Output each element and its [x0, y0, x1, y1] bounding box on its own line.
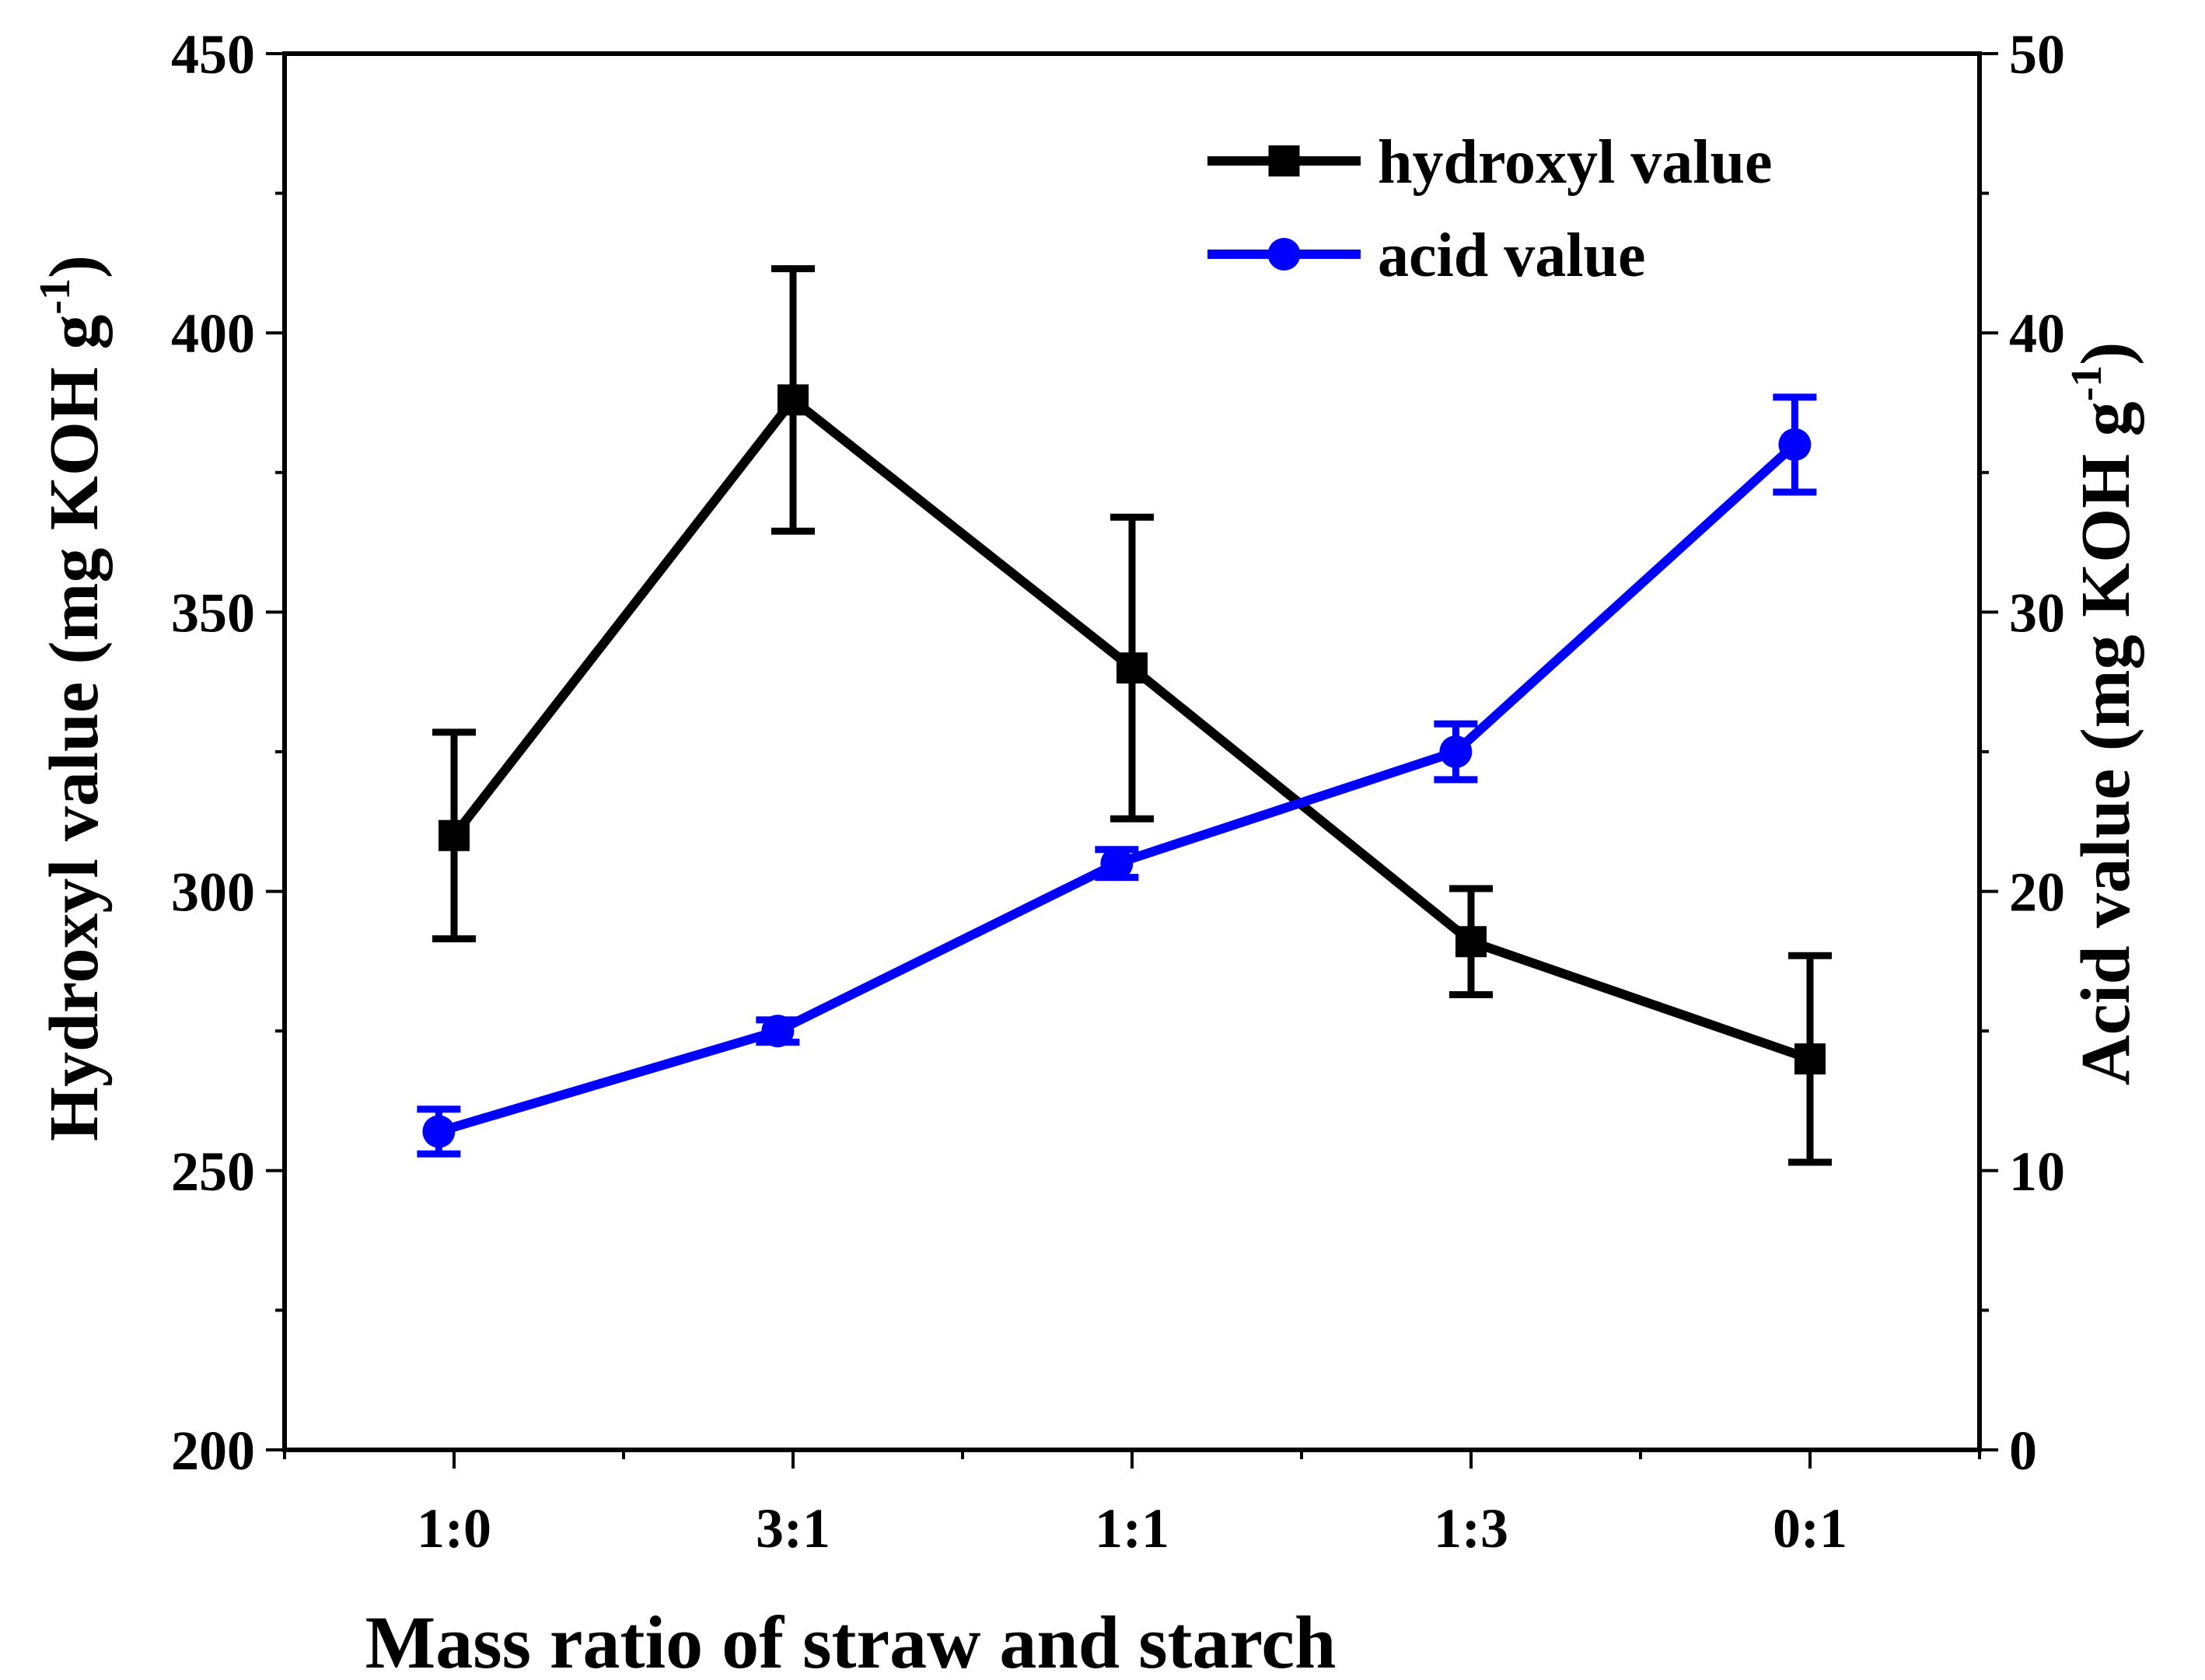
y-right-label-main: Acid value (mg KOH g — [2067, 401, 2144, 1085]
legend-label: hydroxyl value — [1378, 128, 1773, 197]
y-left-label-sup: -1 — [31, 278, 79, 315]
y-left-label-end: ) — [36, 255, 113, 278]
x-tick-label: 1:3 — [1434, 1497, 1508, 1560]
tick-labels: 1:0 3:1 1:1 1:3 0:1 200 250 300 350 400 450 0 10 20 30… — [171, 23, 2065, 1560]
legend-marker-square — [1268, 145, 1300, 176]
y-left-tick-label: 400 — [171, 302, 255, 365]
y-right-label-sup: -1 — [2063, 365, 2111, 402]
series-layer — [417, 265, 1832, 1166]
y-right-axis-label: Acid value (mg KOH g-1) — [2063, 342, 2144, 1086]
y-left-tick-label: 300 — [171, 861, 255, 924]
data-point-square — [1794, 1043, 1826, 1075]
y-right-tick-label: 40 — [2009, 302, 2065, 365]
y-right-label-end: ) — [2067, 342, 2144, 365]
data-point-square — [1455, 926, 1487, 958]
data-point-square — [439, 819, 470, 851]
y-right-tick-label: 30 — [2009, 582, 2065, 644]
y-right-tick-label: 50 — [2009, 23, 2065, 86]
data-point-circle — [1439, 735, 1473, 768]
plot-frame — [282, 51, 1982, 1452]
y-right-tick-label: 10 — [2009, 1140, 2065, 1203]
y-left-tick-label: 250 — [171, 1140, 255, 1203]
series-hydroxyl-value — [432, 265, 1832, 1166]
y-left-label-main: Hydroxyl value (mg KOH g — [36, 315, 113, 1141]
data-point-square — [778, 384, 809, 416]
series-acid-value — [417, 393, 1817, 1158]
y-left-tick-label: 450 — [171, 23, 255, 86]
x-tick-label: 1:1 — [1095, 1497, 1169, 1560]
data-point-circle — [422, 1115, 456, 1148]
legend-label: acid value — [1378, 222, 1645, 290]
series-line — [437, 441, 1798, 1137]
x-axis-label: Mass ratio of straw and starch — [365, 1601, 1337, 1680]
data-point-circle — [1778, 428, 1812, 461]
legend-marker-circle — [1267, 238, 1301, 271]
legend: hydroxyl value acid value — [1207, 128, 1773, 290]
legend-entry: hydroxyl value — [1207, 128, 1773, 197]
x-tick-label: 0:1 — [1773, 1497, 1847, 1560]
y-left-axis-label: Hydroxyl value (mg KOH g-1) — [31, 255, 113, 1141]
y-right-tick-label: 20 — [2009, 861, 2065, 924]
y-left-tick-label: 200 — [171, 1420, 255, 1482]
legend-entry: acid value — [1207, 222, 1645, 290]
data-point-circle — [761, 1015, 795, 1048]
data-point-square — [1116, 652, 1148, 684]
y-right-tick-label: 0 — [2009, 1420, 2037, 1482]
y-left-tick-label: 350 — [171, 582, 255, 644]
x-tick-label: 1:0 — [417, 1497, 491, 1560]
x-tick-label: 3:1 — [756, 1497, 830, 1560]
data-point-circle — [1100, 847, 1134, 880]
